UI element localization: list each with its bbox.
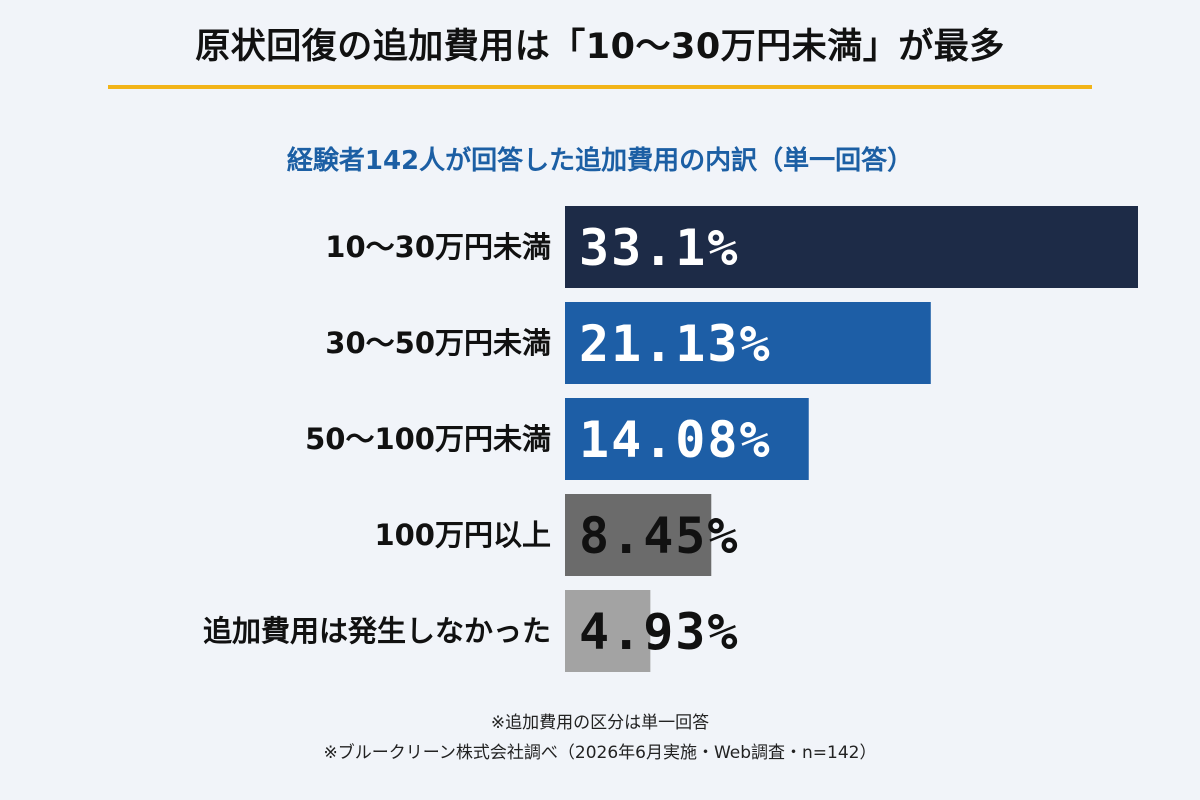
title-underline xyxy=(108,85,1092,89)
value-label-3: 14.08% xyxy=(579,411,772,469)
category-label-2: 30〜50万円未満 xyxy=(325,326,551,360)
category-label-3: 50〜100万円未満 xyxy=(305,422,551,456)
value-label-4: 8.45% xyxy=(579,507,740,565)
category-label-1: 10〜30万円未満 xyxy=(325,230,551,264)
footnote-1: ※追加費用の区分は単一回答 xyxy=(490,713,710,733)
category-label-5: 追加費用は発生しなかった xyxy=(203,614,551,648)
page-title: 原状回復の追加費用は「10〜30万円未満」が最多 xyxy=(195,27,1005,67)
bar-3 xyxy=(565,398,809,480)
value-label-5: 4.93% xyxy=(579,603,740,661)
value-label-2: 21.13% xyxy=(579,315,772,373)
value-label-1: 33.1% xyxy=(579,219,740,277)
bar-4 xyxy=(565,494,712,576)
bar-chart: 10〜30万円未満 33.1% 30〜50万円未満 21.13% 50〜100万円未満 1… xyxy=(203,206,1138,672)
bar-1 xyxy=(565,206,1138,288)
bar-5 xyxy=(565,590,651,672)
chart-title: 経験者142人が回答した追加費用の内訳（単一回答） xyxy=(286,146,914,176)
bar-2 xyxy=(565,302,931,384)
footnote-2: ※ブルークリーン株式会社調べ（2026年6月実施・Web調査・n=142） xyxy=(323,743,877,763)
category-label-4: 100万円以上 xyxy=(374,518,551,552)
